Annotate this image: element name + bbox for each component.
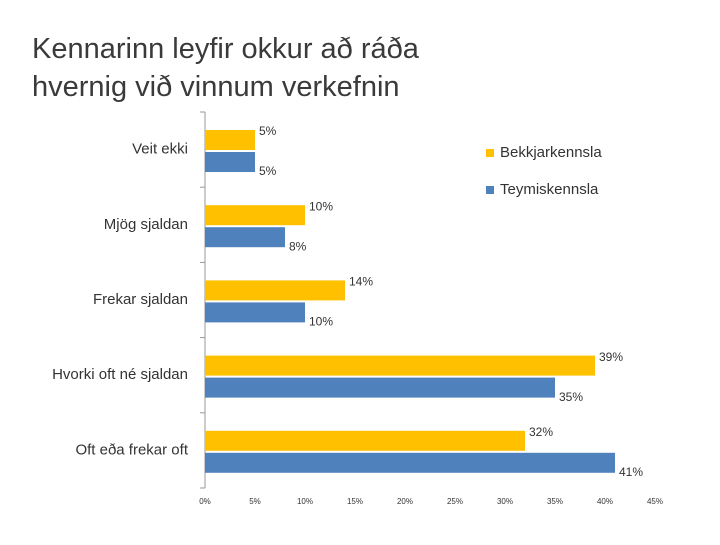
x-tick-label: 15% bbox=[347, 497, 363, 506]
data-label: 41% bbox=[619, 465, 643, 479]
legend-swatch bbox=[486, 149, 494, 157]
category-label: Hvorki oft né sjaldan bbox=[52, 366, 188, 383]
x-tick-label: 10% bbox=[297, 497, 313, 506]
x-tick-label: 40% bbox=[597, 497, 613, 506]
bar bbox=[205, 355, 595, 376]
x-tick-label: 25% bbox=[447, 497, 463, 506]
bar bbox=[205, 280, 345, 301]
category-label: Frekar sjaldan bbox=[93, 291, 188, 308]
bar bbox=[205, 302, 305, 323]
data-label: 8% bbox=[289, 239, 307, 253]
data-label: 39% bbox=[599, 350, 623, 364]
legend-swatch bbox=[486, 186, 494, 194]
data-label: 5% bbox=[259, 164, 277, 178]
category-label: Veit ekki bbox=[132, 141, 188, 158]
x-tick-label: 30% bbox=[497, 497, 513, 506]
bar bbox=[205, 430, 525, 451]
legend-label: Teymiskennsla bbox=[500, 181, 599, 198]
data-label: 5% bbox=[259, 124, 277, 138]
bar bbox=[205, 205, 305, 226]
x-tick-label: 35% bbox=[547, 497, 563, 506]
bar bbox=[205, 377, 555, 398]
slide-title: Kennarinn leyfir okkur að ráða bbox=[32, 33, 420, 65]
x-tick-label: 45% bbox=[647, 497, 663, 506]
data-label: 10% bbox=[309, 199, 333, 213]
bar bbox=[205, 130, 255, 150]
x-tick-label: 0% bbox=[199, 497, 211, 506]
bar bbox=[205, 452, 615, 473]
bar bbox=[205, 152, 255, 172]
data-label: 14% bbox=[349, 275, 373, 289]
category-label: Oft eða frekar oft bbox=[75, 441, 188, 458]
data-label: 32% bbox=[529, 425, 553, 439]
data-label: 10% bbox=[309, 315, 333, 329]
data-label: 35% bbox=[559, 390, 583, 404]
x-tick-label: 20% bbox=[397, 497, 413, 506]
slide-title-line2: hvernig við vinnum verkefnin bbox=[32, 71, 400, 103]
category-label: Mjög sjaldan bbox=[104, 216, 188, 233]
bar bbox=[205, 227, 285, 248]
x-tick-label: 5% bbox=[249, 497, 261, 506]
legend-label: Bekkjarkennsla bbox=[500, 144, 602, 161]
